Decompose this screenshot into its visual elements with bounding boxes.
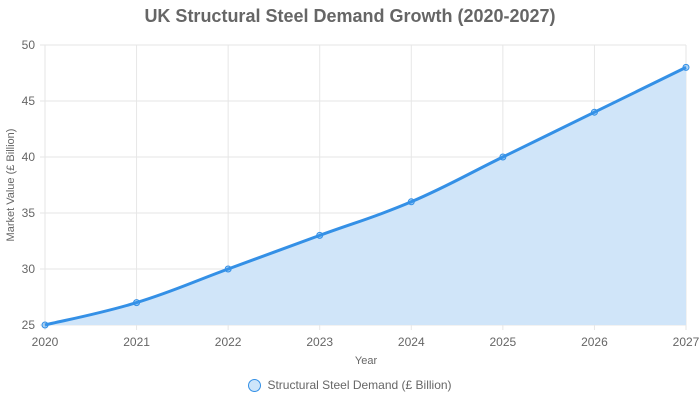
chart-title: UK Structural Steel Demand Growth (2020-…	[144, 6, 556, 26]
data-point	[682, 63, 690, 71]
y-axis-ticks: 25 30 35 40 45 50	[22, 38, 36, 332]
data-point	[590, 108, 598, 116]
area-fill	[45, 67, 686, 326]
x-tick-label: 2023	[306, 335, 333, 349]
x-axis-title: Year	[355, 355, 378, 367]
y-tick-label: 50	[22, 38, 36, 52]
legend-label: Structural Steel Demand (£ Billion)	[267, 378, 452, 392]
x-tick-label: 2027	[673, 335, 700, 349]
data-point	[133, 299, 141, 307]
x-tick-label: 2021	[123, 335, 150, 349]
x-tick-label: 2025	[490, 335, 517, 349]
legend[interactable]: Structural Steel Demand (£ Billion)	[0, 378, 700, 392]
area-layer	[41, 63, 690, 329]
x-tick-label: 2026	[581, 335, 608, 349]
x-tick-label: 2020	[32, 335, 59, 349]
data-point	[407, 198, 415, 206]
y-tick-label: 35	[22, 206, 36, 220]
y-axis-title: Market Value (£ Billion)	[5, 129, 17, 242]
data-point	[316, 231, 324, 239]
y-tick-label: 40	[22, 150, 36, 164]
series-line	[44, 66, 687, 327]
y-tick-label: 30	[22, 262, 36, 276]
y-tick-label: 45	[22, 94, 36, 108]
legend-swatch-icon	[248, 378, 262, 392]
x-axis-ticks: 2020 2021 2022 2023 2024 2025 2026 2027	[32, 335, 700, 349]
y-tick-label: 25	[22, 318, 36, 332]
data-point	[499, 153, 507, 161]
x-tick-label: 2024	[398, 335, 425, 349]
data-point	[41, 321, 49, 329]
data-point	[224, 265, 232, 273]
x-tick-label: 2022	[215, 335, 242, 349]
